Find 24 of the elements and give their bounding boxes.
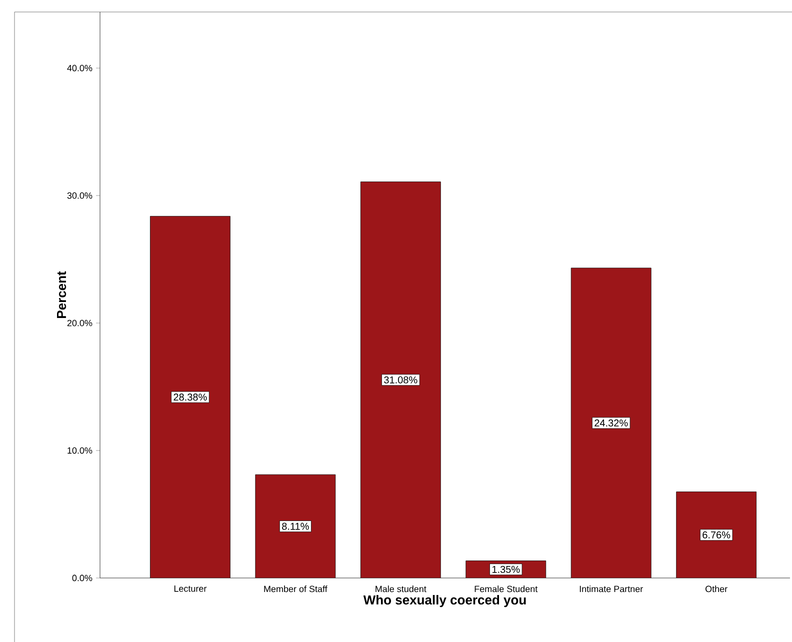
x-tick-label: Lecturer <box>174 586 207 592</box>
y-tick-label: 40.0% <box>67 64 92 72</box>
x-axis-title: Who sexually coerced you <box>363 594 526 608</box>
bar <box>150 216 230 578</box>
y-tick-label: 10.0% <box>68 447 92 454</box>
y-tick-label: 30.0% <box>67 192 92 199</box>
x-tick-label: Member of Staff <box>264 586 328 592</box>
bar <box>360 182 441 578</box>
data-label: 8.11% <box>282 522 309 530</box>
y-tick-label: 0.0% <box>72 574 92 582</box>
x-tick-label: Other <box>706 586 728 592</box>
x-tick-label: Male student <box>376 586 426 592</box>
data-label: 6.76% <box>702 531 730 538</box>
bar <box>676 492 757 578</box>
y-axis-title: Percent <box>57 271 66 318</box>
data-label: 1.35% <box>492 566 520 573</box>
bar <box>255 474 336 578</box>
y-tick-label: 20.0% <box>67 320 92 326</box>
data-label: 24.32% <box>594 419 628 427</box>
data-label: 28.38% <box>174 394 207 401</box>
bar <box>571 268 652 578</box>
x-tick-label: Female Student <box>474 586 538 592</box>
data-label: 31.08% <box>384 376 418 384</box>
x-tick-label: Intimate Partner <box>580 586 643 592</box>
